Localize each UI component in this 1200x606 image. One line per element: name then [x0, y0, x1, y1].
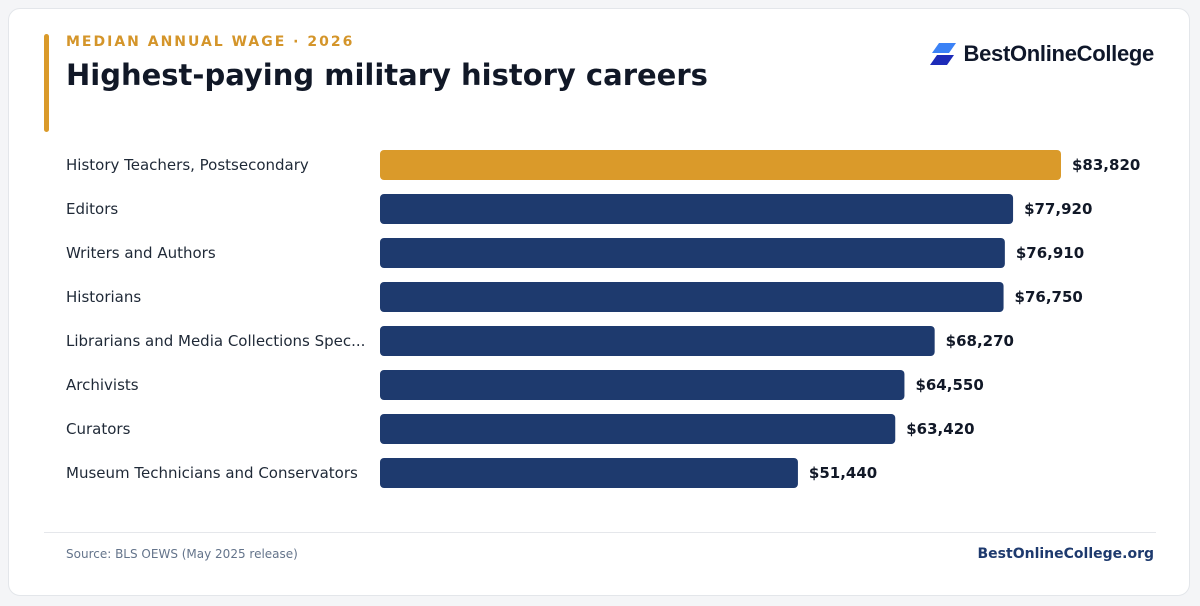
stacked-parallelogram-logo-icon	[929, 43, 956, 65]
brand-logo[interactable]: BestOnlineCollege	[929, 41, 1155, 67]
value-label: $64,550	[915, 376, 983, 394]
accent-bar	[44, 34, 49, 132]
bar	[380, 326, 935, 356]
category-label: Librarians and Media Collections Spec...	[66, 332, 365, 350]
value-label: $68,270	[946, 332, 1014, 350]
value-label: $51,440	[809, 464, 877, 482]
category-label: Museum Technicians and Conservators	[66, 464, 358, 482]
bar	[380, 370, 905, 400]
bar	[380, 282, 1004, 312]
bar	[380, 458, 798, 488]
value-label: $76,750	[1015, 288, 1083, 306]
source-note: Source: BLS OEWS (May 2025 release)	[66, 547, 298, 561]
value-label: $77,920	[1024, 200, 1092, 218]
category-label: Historians	[66, 288, 141, 306]
bar-chart: History Teachers, Postsecondary $83,820 Ed…	[66, 150, 1140, 488]
value-label: $76,910	[1016, 244, 1084, 262]
category-label: Archivists	[66, 376, 139, 394]
bar	[380, 414, 896, 444]
logo-text: BestOnlineCollege	[963, 41, 1155, 66]
bar	[380, 238, 1005, 268]
category-label: Editors	[66, 200, 118, 218]
category-label: Writers and Authors	[66, 244, 216, 262]
footer-divider	[44, 532, 1156, 533]
site-link[interactable]: BestOnlineCollege.org	[977, 546, 1154, 562]
value-label: $63,420	[906, 420, 974, 438]
value-label: $83,820	[1072, 156, 1140, 174]
eyebrow-label: MEDIAN ANNUAL WAGE · 2026	[66, 34, 355, 50]
category-label: History Teachers, Postsecondary	[66, 156, 309, 174]
bar	[380, 150, 1061, 180]
category-label: Curators	[66, 420, 131, 438]
bar	[380, 194, 1014, 224]
chart-card: MEDIAN ANNUAL WAGE · 2026 Highest-paying…	[8, 8, 1190, 596]
chart-title: Highest-paying military history careers	[66, 58, 708, 92]
